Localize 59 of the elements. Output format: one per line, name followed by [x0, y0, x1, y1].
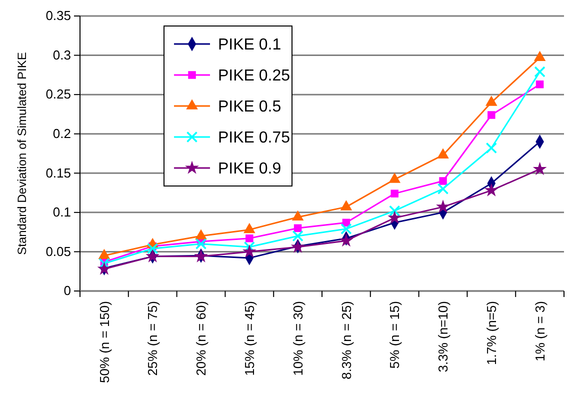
point [439, 177, 447, 185]
x-tick-label: 1% (n = 3) [532, 301, 548, 362]
legend-label: PIKE 0.1 [218, 36, 282, 54]
y-tick-label: 0.35 [46, 8, 71, 24]
point [292, 210, 304, 221]
x-tick-label: 10% (n = 30) [290, 301, 306, 376]
point [294, 224, 302, 232]
point [437, 183, 449, 194]
point [488, 111, 496, 119]
point [534, 50, 546, 62]
point [97, 262, 112, 275]
point [486, 96, 498, 106]
point [292, 230, 304, 242]
point [290, 240, 305, 253]
point [339, 233, 354, 247]
point [388, 210, 402, 224]
point [146, 249, 160, 262]
point [436, 200, 450, 213]
x-tick-label: 3.3% (n=10) [436, 301, 451, 372]
x-tick-label: 15% (n = 45) [242, 301, 257, 376]
point [388, 172, 400, 183]
y-tick-label: 0.1 [52, 204, 71, 220]
x-tick-label: 25% (n = 75) [145, 301, 160, 376]
point [486, 142, 498, 154]
point [534, 66, 546, 78]
y-axis-title: Standard Deviation of Simulated PIKE [15, 52, 29, 255]
point [532, 162, 547, 176]
point [340, 223, 352, 235]
point [246, 234, 254, 242]
point [536, 80, 544, 88]
point [390, 190, 398, 198]
legend-label: PIKE 0.25 [218, 68, 290, 85]
point [194, 249, 208, 262]
x-tick-label: 5% (n = 15) [387, 301, 402, 369]
point [98, 258, 110, 270]
point [244, 222, 256, 234]
point [388, 205, 400, 216]
y-tick-label: 0 [64, 283, 71, 298]
point [146, 242, 158, 254]
point [340, 200, 352, 210]
point [195, 229, 207, 240]
point [195, 238, 207, 250]
point [244, 241, 256, 253]
point [242, 244, 256, 258]
y-tick-label: 0.05 [46, 244, 71, 259]
x-tick-label: 8.3% (n = 25) [338, 301, 354, 380]
x-tick-label: 1.7% (n=5) [484, 301, 499, 365]
y-tick-label: 0.25 [46, 86, 71, 102]
point [437, 148, 449, 158]
legend-label: PIKE 0.5 [218, 98, 282, 116]
legend-label: PIKE 0.9 [218, 160, 282, 178]
x-tick-label: 20% (n = 60) [194, 301, 209, 376]
x-tick-label: 50% (n = 150) [96, 301, 112, 384]
legend-label: PIKE 0.75 [218, 130, 290, 147]
point [484, 183, 498, 196]
y-tick-label: 0.15 [46, 165, 71, 180]
point [98, 248, 110, 260]
y-tick-label: 0.3 [52, 47, 71, 62]
y-tick-label: 0.2 [52, 126, 71, 142]
